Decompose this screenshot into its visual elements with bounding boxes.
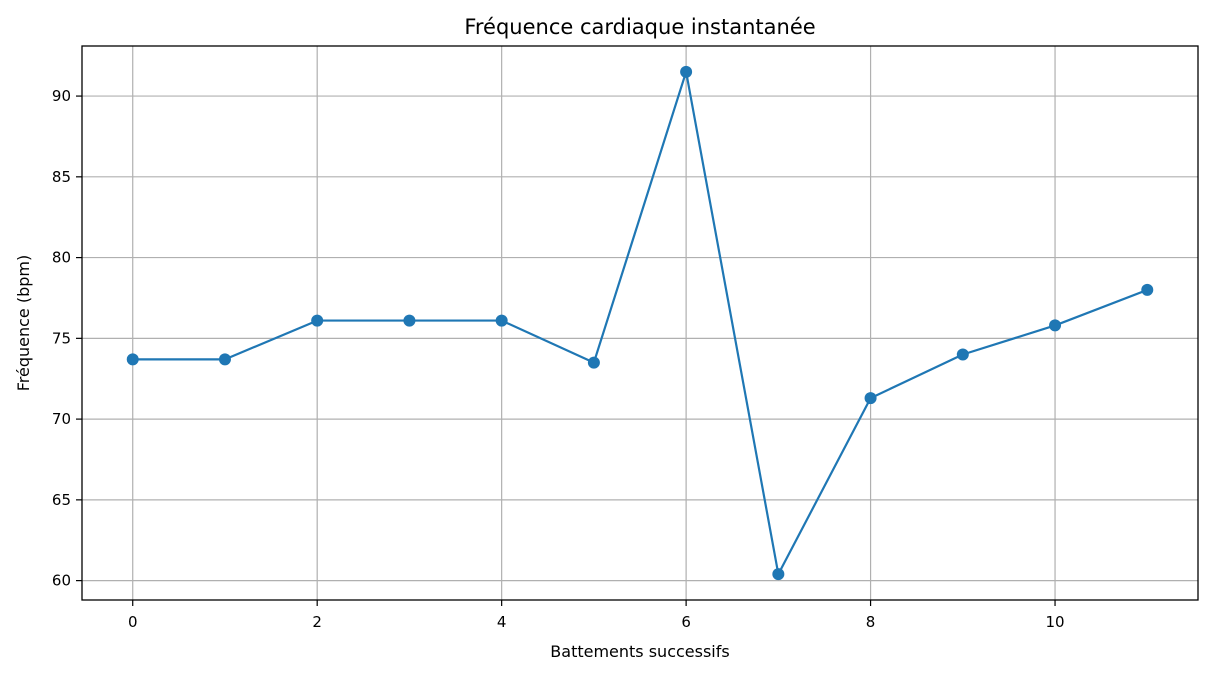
- plot-frame: [81, 45, 1199, 601]
- y-axis-label: Fréquence (bpm): [14, 255, 33, 392]
- data-point: [864, 392, 877, 405]
- series-line: [132, 70, 1148, 576]
- data-point: [1049, 319, 1062, 332]
- series-layer: [126, 65, 1154, 581]
- y-tick-label: 80: [52, 249, 71, 267]
- x-tick-label: 2: [312, 613, 322, 631]
- y-tick-label: 85: [52, 168, 71, 186]
- x-tick-label: 10: [1045, 613, 1064, 631]
- data-point: [403, 314, 416, 327]
- data-point: [772, 568, 785, 581]
- data-point: [495, 314, 508, 327]
- data-point: [126, 353, 139, 366]
- data-point: [587, 356, 600, 369]
- y-tick-label: 90: [52, 87, 71, 105]
- x-tick-label: 0: [128, 613, 138, 631]
- chart-title: Fréquence cardiaque instantanée: [464, 15, 815, 39]
- x-tick-label: 6: [681, 613, 691, 631]
- x-tick-label: 8: [866, 613, 876, 631]
- data-point: [1141, 283, 1154, 296]
- grid: [82, 46, 1198, 600]
- y-tick-label: 65: [52, 491, 71, 509]
- y-tick-label: 60: [52, 572, 71, 590]
- data-point: [218, 353, 231, 366]
- data-point: [311, 314, 324, 327]
- axis-ticks: 0 2 4 6 8 10 60 65 70 75 80 85 90: [52, 87, 1065, 631]
- data-point: [680, 65, 693, 78]
- x-tick-label: 4: [497, 613, 507, 631]
- data-point: [956, 348, 969, 361]
- y-tick-label: 75: [52, 329, 71, 347]
- x-axis-label: Battements successifs: [550, 642, 729, 661]
- y-tick-label: 70: [52, 410, 71, 428]
